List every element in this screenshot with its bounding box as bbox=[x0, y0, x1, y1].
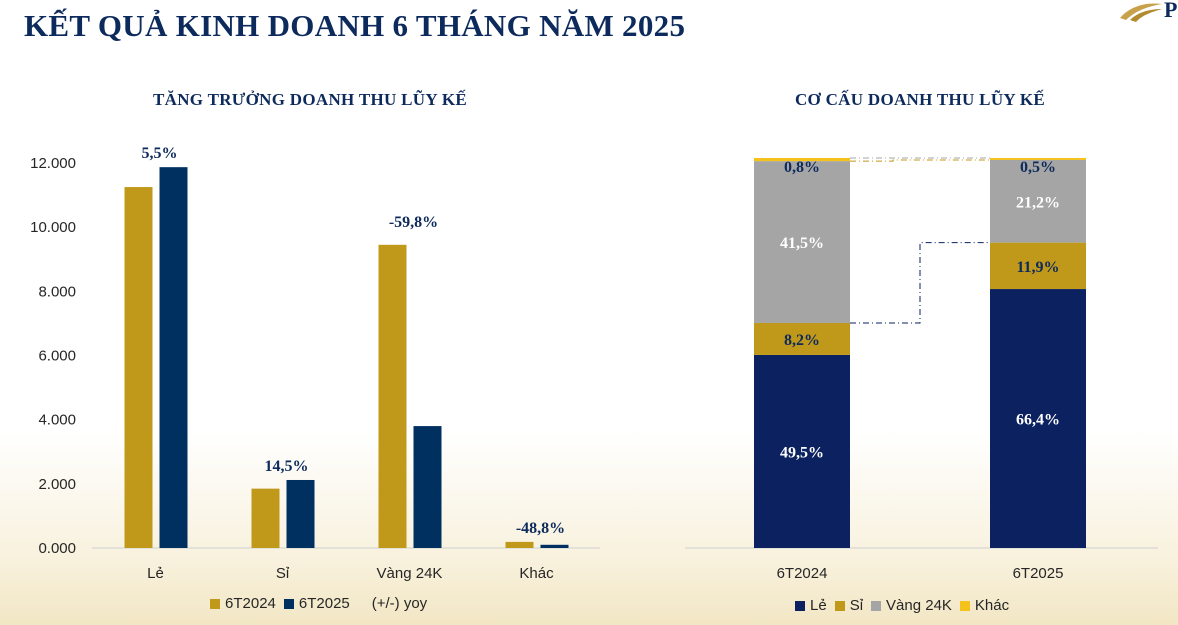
legend-item-le: Lẻ bbox=[795, 597, 827, 614]
x-tick-label: Lẻ bbox=[147, 565, 164, 582]
legend-label: Khác bbox=[974, 597, 1010, 614]
x-tick-label: Vàng 24K bbox=[377, 565, 443, 582]
y-tick-label: 12.000 bbox=[30, 155, 76, 172]
revenue-growth-legend: 6T2024 6T2025 (+/-) yoy bbox=[210, 595, 427, 612]
legend-item-khac: Khác bbox=[959, 597, 1010, 614]
stacked-segment-1 bbox=[754, 322, 850, 355]
yoy-data-label: 5,5% bbox=[142, 145, 178, 162]
y-tick-label: 0.000 bbox=[38, 540, 76, 557]
segment-data-label: 0,5% bbox=[1020, 159, 1056, 176]
y-tick-label: 4.000 bbox=[38, 412, 76, 429]
legend-item-6t2024: 6T2024 bbox=[210, 595, 276, 612]
legend-item-si: Sỉ bbox=[834, 597, 864, 614]
bar-6t2025 bbox=[540, 544, 569, 548]
bar-6t2024 bbox=[378, 244, 407, 548]
segment-data-label: 41,5% bbox=[780, 235, 824, 252]
legend-label: Vàng 24K bbox=[886, 597, 952, 614]
revenue-structure-chart-title: CƠ CẤU DOANH THU LŨY KẾ bbox=[794, 90, 1046, 109]
page-title: KẾT QUẢ KINH DOANH 6 THÁNG NĂM 2025 bbox=[24, 8, 686, 43]
stacked-segment-0 bbox=[754, 354, 850, 548]
x-tick-label: Khác bbox=[519, 565, 554, 582]
legend-label: Lẻ bbox=[810, 597, 827, 614]
legend-yoy-note: (+/-) yoy bbox=[371, 595, 428, 612]
revenue-growth-chart-title: TĂNG TRƯỞNG DOANH THU LŨY KẾ bbox=[153, 90, 467, 109]
y-tick-label: 8.000 bbox=[38, 283, 76, 300]
legend-label: 6T2025 bbox=[298, 595, 350, 612]
company-logo-wing-icon: P bbox=[1120, 0, 1177, 22]
stacked-segment-3 bbox=[754, 158, 850, 162]
legend-label: Sỉ bbox=[849, 597, 864, 614]
segment-connector-line bbox=[850, 242, 990, 324]
bar-6t2025 bbox=[159, 167, 188, 548]
revenue-growth-chart: 0.000 2.000 4.000 6.000 8.000 10.000 12.000 Lẻ 5… bbox=[30, 145, 600, 582]
x-tick-label: Sỉ bbox=[276, 565, 290, 582]
y-tick-label: 10.000 bbox=[30, 219, 76, 236]
bar-6t2024 bbox=[505, 541, 534, 548]
segment-data-label: 0,8% bbox=[784, 159, 820, 176]
svg-text:P: P bbox=[1164, 0, 1177, 22]
segment-connector-line bbox=[850, 159, 990, 162]
segment-data-label: 21,2% bbox=[1016, 194, 1060, 211]
stacked-segment-3 bbox=[990, 158, 1086, 160]
y-tick-label: 6.000 bbox=[38, 348, 76, 365]
revenue-structure-legend: Lẻ Sỉ Vàng 24K Khác bbox=[795, 597, 1017, 614]
yoy-data-label: -48,8% bbox=[516, 520, 565, 537]
y-tick-label: 2.000 bbox=[38, 476, 76, 493]
segment-data-label: 49,5% bbox=[780, 444, 824, 461]
bar-6t2024 bbox=[251, 488, 280, 548]
stacked-segment-1 bbox=[990, 242, 1086, 290]
yoy-data-label: 14,5% bbox=[265, 458, 309, 475]
bar-6t2025 bbox=[286, 479, 315, 548]
legend-item-vang-24k: Vàng 24K bbox=[871, 597, 952, 614]
segment-data-label: 66,4% bbox=[1016, 412, 1060, 429]
bar-6t2024 bbox=[124, 187, 153, 548]
stacked-segment-0 bbox=[990, 289, 1086, 548]
legend-item-6t2025: 6T2025 bbox=[283, 595, 350, 612]
segment-data-label: 11,9% bbox=[1016, 259, 1059, 276]
x-tick-label: 6T2025 bbox=[1013, 565, 1064, 582]
x-tick-label: 6T2024 bbox=[777, 565, 828, 582]
stacked-segment-2 bbox=[754, 161, 850, 323]
bar-6t2025 bbox=[413, 426, 442, 548]
yoy-data-label: -59,8% bbox=[389, 214, 438, 231]
stacked-segment-2 bbox=[990, 159, 1086, 243]
segment-data-label: 8,2% bbox=[784, 332, 820, 349]
legend-label: 6T2024 bbox=[225, 595, 276, 612]
